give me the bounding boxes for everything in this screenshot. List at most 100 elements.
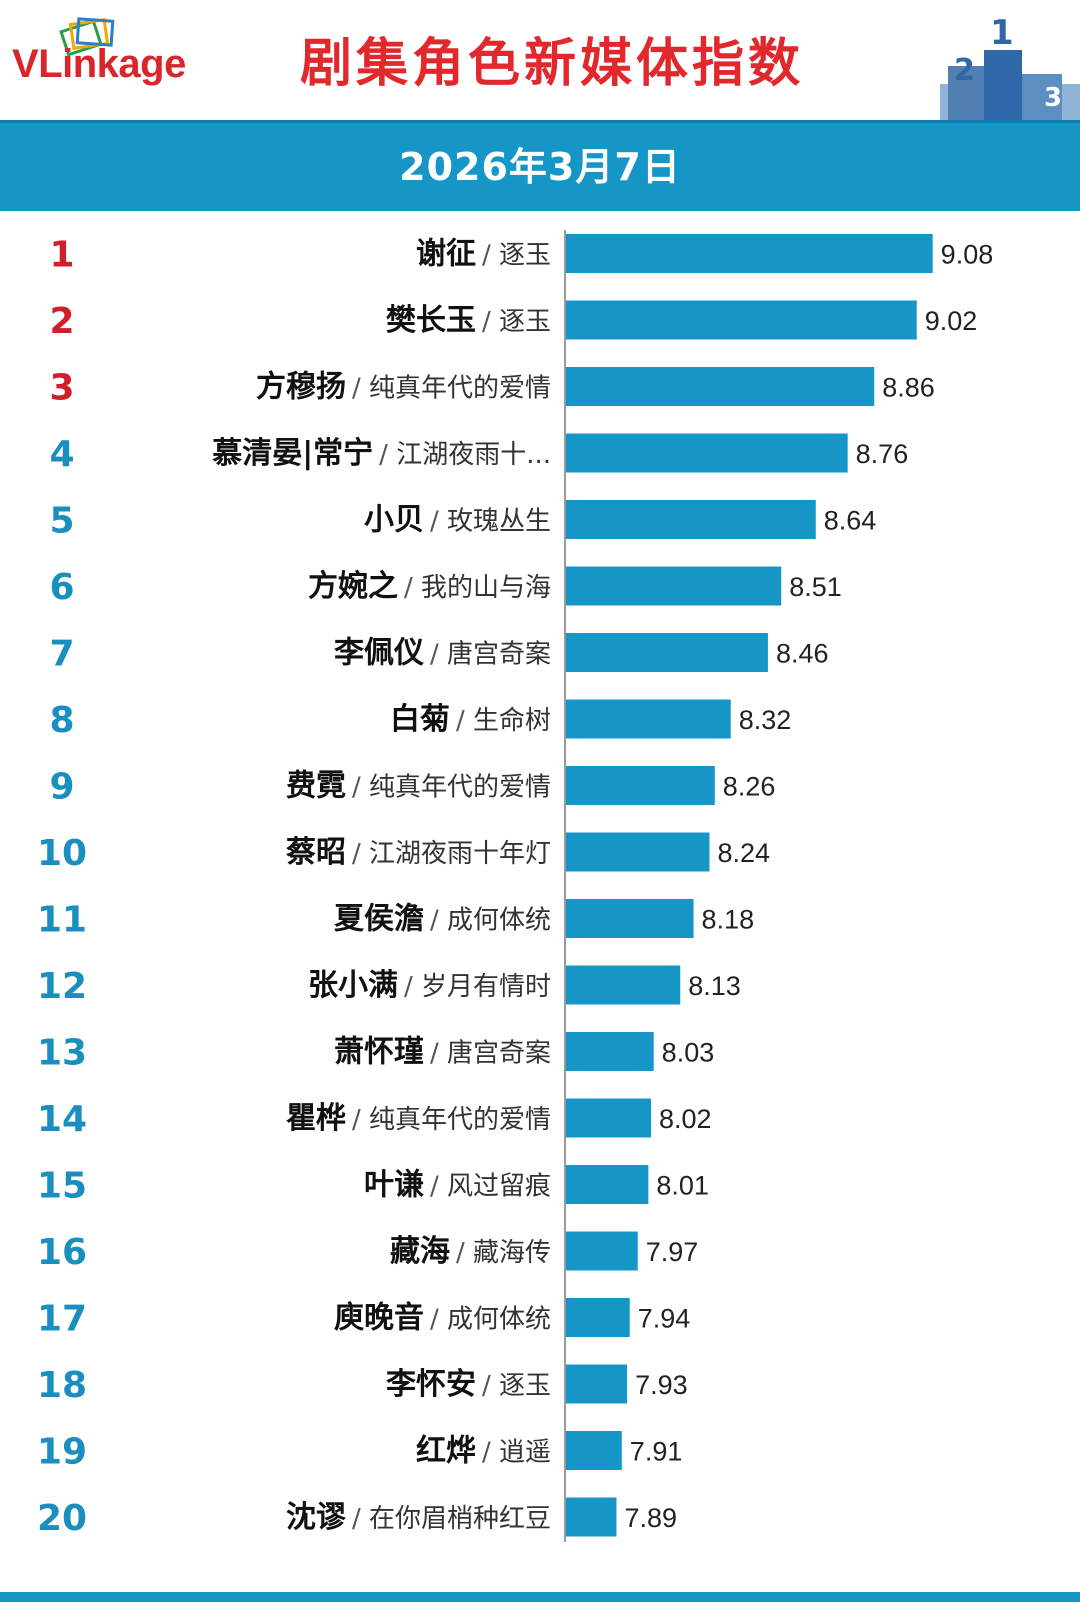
label-separator: / [482,241,499,271]
character-label: 方婉之 / 我的山与海 [308,569,551,604]
rank-number: 7 [49,634,74,675]
show-name: 玫瑰丛生 [447,507,551,537]
character-name: 红烨 [416,1434,476,1469]
label-separator: / [352,773,369,803]
label-separator: / [430,640,447,670]
svg-text:1: 1 [990,14,1014,53]
svg-text:3: 3 [1044,83,1062,113]
bar [566,1165,649,1204]
bar [566,1431,622,1470]
svg-text:2: 2 [954,53,975,88]
value-label: 7.93 [635,1370,688,1400]
character-name: 慕清晏|常宁 [212,436,373,471]
value-label: 9.08 [941,240,994,270]
character-name: 藏海 [390,1234,450,1269]
bar [566,234,933,273]
value-label: 7.91 [630,1437,683,1467]
bar [566,566,782,606]
value-label: 8.46 [776,639,829,669]
show-name: 风过留痕 [447,1172,551,1202]
rank-number: 13 [37,1033,87,1074]
character-name: 瞿桦 [285,1101,346,1136]
label-separator: / [352,374,369,404]
character-label: 藏海 / 藏海传 [390,1234,551,1269]
rank-number: 9 [49,767,74,808]
rank-number: 11 [37,900,87,941]
value-label: 8.01 [656,1171,709,1201]
rank-number: 18 [37,1365,87,1406]
footer-bar [0,1592,1080,1602]
rank-number: 20 [37,1498,87,1539]
rank-number: 1 [49,235,74,276]
rank-number: 2 [49,301,74,342]
character-name: 费霓 [286,769,346,804]
character-label: 李怀安 / 逐玉 [386,1367,551,1402]
character-label: 李佩仪 / 唐宫奇案 [334,636,551,671]
character-label: 萧怀瑾 / 唐宫奇案 [334,1035,551,1070]
date-banner: 2026年3月7日 [0,120,1080,211]
show-name: 生命树 [473,706,551,736]
character-label: 红烨 / 逍遥 [416,1434,551,1469]
show-name: 成何体统 [447,906,551,936]
show-name: 藏海传 [473,1238,551,1268]
bar [566,367,875,406]
rank-number: 6 [49,567,74,608]
value-label: 7.89 [624,1503,677,1533]
rank-number: 12 [37,966,87,1007]
rank-number: 16 [37,1232,87,1273]
logo-cards-icon [59,17,115,57]
character-label: 瞿桦 / 纯真年代的爱情 [285,1101,551,1136]
character-label: 费霓 / 纯真年代的爱情 [286,769,551,804]
character-name: 李怀安 [386,1367,476,1402]
value-label: 8.51 [789,572,842,602]
character-label: 小贝 / 玫瑰丛生 [364,503,551,538]
bar [566,1231,638,1271]
show-name: 逍遥 [499,1438,551,1468]
character-name: 张小满 [308,968,398,1003]
label-separator: / [430,507,447,537]
bar [566,1098,652,1138]
value-label: 8.64 [824,506,877,536]
character-label: 方穆扬 / 纯真年代的爱情 [256,370,551,405]
bar [566,633,768,672]
vlinkage-logo: VLinkage [12,42,186,86]
label-separator: / [482,1438,499,1468]
show-name: 江湖夜雨十... [396,440,551,470]
character-name: 方穆扬 [256,370,346,405]
show-name: 逐玉 [499,241,551,271]
bar [566,832,710,872]
show-name: 在你眉梢种红豆 [369,1504,551,1534]
bar [566,500,816,539]
value-label: 8.18 [702,905,755,935]
bar [566,433,848,473]
character-name: 夏侯澹 [334,902,424,937]
header: VLinkage 剧集角色新媒体指数 2 1 3 [0,0,1080,120]
date-label: 2026年3月7日 [399,145,681,189]
character-label: 慕清晏|常宁 / 江湖夜雨十... [212,436,551,471]
show-name: 唐宫奇案 [447,1039,551,1069]
value-label: 8.26 [723,772,776,802]
label-separator: / [379,440,396,470]
show-name: 纯真年代的爱情 [369,773,551,803]
value-label: 8.03 [662,1038,715,1068]
bar [566,899,694,938]
rank-number: 19 [37,1432,87,1473]
show-name: 唐宫奇案 [447,640,551,670]
label-separator: / [456,1238,473,1268]
ranking-bar-chart: 1 谢征 / 逐玉 9.082 樊长玉 / 逐玉 9.023 方穆扬 / 纯真年代的爱情 8.86… [37,230,994,1542]
label-separator: / [430,1172,447,1202]
show-name: 纯真年代的爱情 [369,1105,551,1135]
value-label: 7.97 [646,1237,699,1267]
character-label: 樊长玉 / 逐玉 [386,303,551,338]
show-name: 我的山与海 [421,573,551,603]
value-label: 8.13 [688,971,741,1001]
bar [566,1497,617,1537]
label-separator: / [430,906,447,936]
label-separator: / [482,307,499,337]
value-label: 8.32 [739,705,792,735]
show-name: 岁月有情时 [421,972,551,1002]
show-name: 江湖夜雨十年灯 [369,839,551,869]
character-name: 萧怀瑾 [334,1035,424,1070]
label-separator: / [352,839,369,869]
rank-number: 10 [37,833,87,874]
